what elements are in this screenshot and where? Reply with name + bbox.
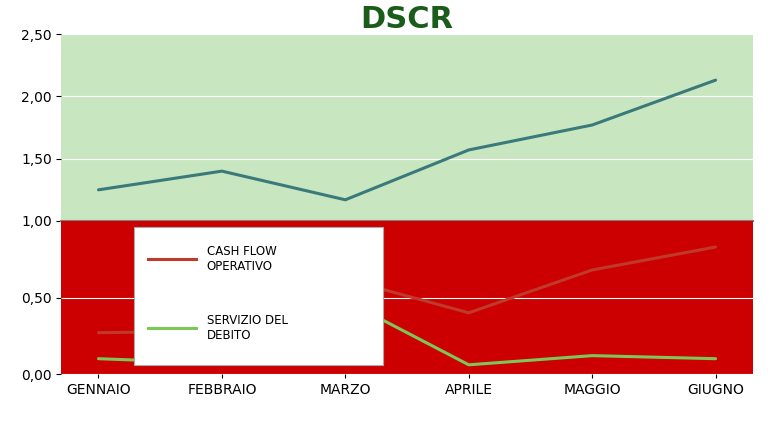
Text: SERVIZIO DEL
DEBITO: SERVIZIO DEL DEBITO bbox=[207, 314, 287, 342]
Text: CASH FLOW
OPERATIVO: CASH FLOW OPERATIVO bbox=[207, 245, 276, 273]
Title: DSCR: DSCR bbox=[360, 5, 454, 34]
FancyBboxPatch shape bbox=[134, 227, 382, 365]
